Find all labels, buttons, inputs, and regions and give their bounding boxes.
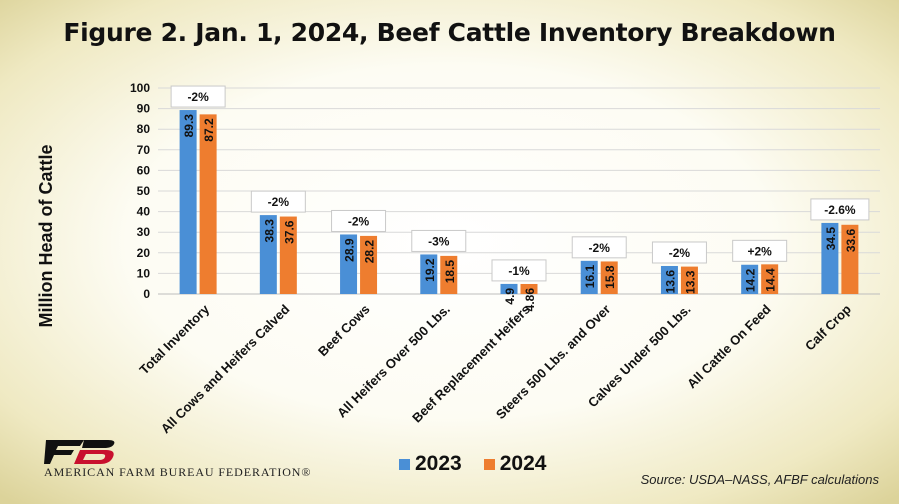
bar-2024 (520, 283, 538, 294)
legend-swatch-2023 (399, 458, 410, 470)
data-label: 4.9 (503, 288, 517, 305)
bar-2023 (259, 215, 277, 294)
y-tick-label: 20 (137, 246, 151, 260)
x-tick-label: All Cattle On Feed (684, 301, 774, 391)
bar-2024 (761, 264, 779, 294)
x-tick-label: Beef Cows (315, 302, 373, 360)
change-label: -2% (348, 214, 370, 228)
legend: 2023 2024 (399, 452, 546, 476)
bar-2023 (821, 222, 839, 294)
change-label: +2% (747, 244, 772, 258)
bars: 89.3 87.2 38.3 37.6 28.9 28.2 19.2 18.5 4.9 4.86 1… (179, 110, 859, 312)
bar-2023 (741, 264, 759, 294)
change-label: -2% (187, 90, 209, 104)
data-label: 13.6 (663, 270, 677, 294)
organization-name: AMERICAN FARM BUREAU FEDERATION® (44, 465, 312, 479)
change-label-box (250, 190, 306, 213)
bar-2024 (199, 114, 217, 294)
fb-logo-icon (44, 440, 115, 464)
change-label-box (651, 241, 707, 264)
y-tick-label: 10 (137, 266, 151, 280)
data-label: 14.2 (744, 268, 758, 292)
change-label: -2.6% (824, 203, 856, 217)
data-label: 37.6 (282, 220, 296, 244)
legend-swatch-2024 (483, 458, 495, 470)
y-tick-label: 90 (137, 102, 151, 116)
change-label: -2% (268, 195, 290, 209)
change-label-box (491, 259, 547, 282)
y-tick-label: 60 (137, 163, 151, 177)
data-label: 28.2 (363, 240, 377, 264)
data-label: 16.1 (583, 265, 597, 289)
data-label: 15.8 (603, 265, 617, 289)
y-tick-label: 100 (130, 81, 150, 95)
y-tick-label: 0 (143, 287, 150, 301)
bar-2023 (420, 254, 438, 294)
legend-item-2024: 2024 (483, 452, 547, 476)
y-tick-label: 50 (137, 184, 151, 198)
data-label: 13.3 (683, 270, 697, 294)
source-note: Source: USDA–NASS, AFBF calculations (640, 472, 879, 487)
bar-2023 (179, 110, 197, 295)
change-label-box (331, 209, 387, 232)
data-label: 18.5 (443, 260, 457, 284)
bar-2024 (279, 216, 297, 294)
bar-2024 (600, 261, 618, 294)
y-axis-ticks: 0 10 20 30 40 50 60 70 80 90 100 (130, 81, 150, 301)
bar-2023 (500, 283, 518, 294)
change-label: -2% (669, 246, 691, 260)
data-label: 87.2 (202, 118, 216, 142)
change-labels: -2% -2% -2% -3% -1% -2% -2% +2% -2.6% (170, 85, 870, 282)
change-label: -3% (428, 234, 450, 248)
bar-2023 (660, 265, 678, 294)
change-label-box (411, 229, 467, 252)
chart-title: Figure 2. Jan. 1, 2024, Beef Cattle Inve… (63, 18, 836, 47)
change-label-box (170, 85, 226, 108)
legend-item-2023: 2023 (399, 452, 462, 476)
legend-label-2023: 2023 (415, 452, 462, 475)
data-label: 89.3 (182, 114, 196, 138)
bar-2024 (841, 224, 859, 294)
change-label-box (810, 198, 870, 221)
legend-label-2024: 2024 (499, 452, 547, 475)
change-label: -2% (589, 241, 611, 255)
bar-2023 (340, 234, 358, 294)
data-label: 34.5 (824, 227, 838, 251)
bar-2024 (360, 235, 378, 294)
data-label: 38.3 (262, 219, 276, 243)
data-label: 28.9 (343, 238, 357, 262)
x-tick-label: Calf Crop (802, 301, 854, 353)
y-tick-label: 40 (137, 205, 151, 219)
data-label: 14.4 (764, 268, 778, 292)
y-tick-label: 70 (137, 143, 151, 157)
change-label-box (732, 239, 788, 262)
bar-2024 (680, 266, 698, 294)
x-tick-label: All Cows and Heifers Calved (158, 301, 293, 436)
x-tick-label: Total Inventory (136, 301, 212, 377)
y-axis-label: Million Head of Cattle (36, 144, 56, 327)
bar-2024 (440, 255, 458, 294)
change-label: -1% (508, 264, 530, 278)
y-tick-label: 80 (137, 122, 151, 136)
bar-2023 (580, 260, 598, 294)
data-label: 19.2 (423, 258, 437, 282)
change-label-box (571, 236, 627, 259)
data-label: 4.86 (523, 288, 537, 312)
data-label: 33.6 (844, 228, 858, 252)
y-tick-label: 30 (137, 225, 151, 239)
